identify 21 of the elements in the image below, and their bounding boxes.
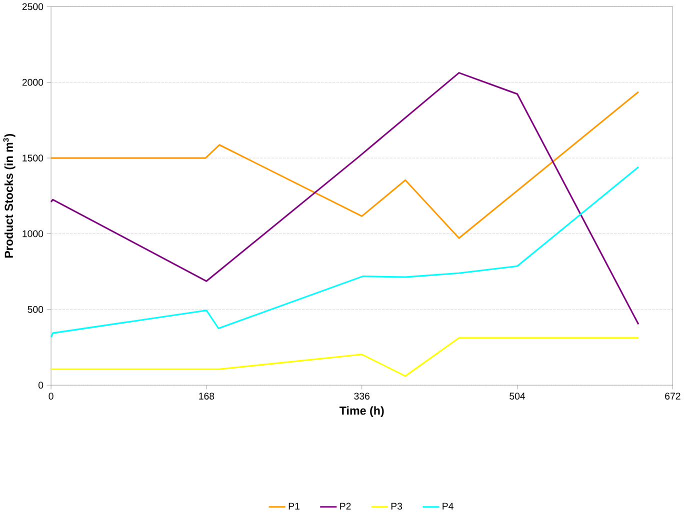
line-series xyxy=(50,166,640,338)
x-tick-label: 168 xyxy=(199,392,214,400)
line-series xyxy=(50,337,640,377)
y-tick-label: 500 xyxy=(28,306,44,313)
y-tick-label: 0 xyxy=(38,382,44,389)
line-series xyxy=(50,72,640,326)
x-tick-label: 336 xyxy=(354,392,370,400)
line-series xyxy=(50,91,640,239)
x-tick-label: 672 xyxy=(665,392,680,400)
legend-label: P4 xyxy=(442,502,454,510)
y-tick-label: 2000 xyxy=(22,78,44,86)
y-tick-label: 2500 xyxy=(22,3,44,10)
legend-label: P1 xyxy=(288,502,300,510)
y-tick-label: 1500 xyxy=(22,154,44,162)
x-tick-label: 504 xyxy=(510,392,526,400)
y-tick-label: 1000 xyxy=(22,230,44,238)
y-axis-title: Product Stocks (in m$^{3}$) xyxy=(3,134,16,258)
legend-label: P3 xyxy=(391,502,402,510)
x-tick-label: 0 xyxy=(48,392,54,400)
legend-label: P2 xyxy=(340,502,351,510)
x-axis-title: Time (h) xyxy=(340,406,384,418)
